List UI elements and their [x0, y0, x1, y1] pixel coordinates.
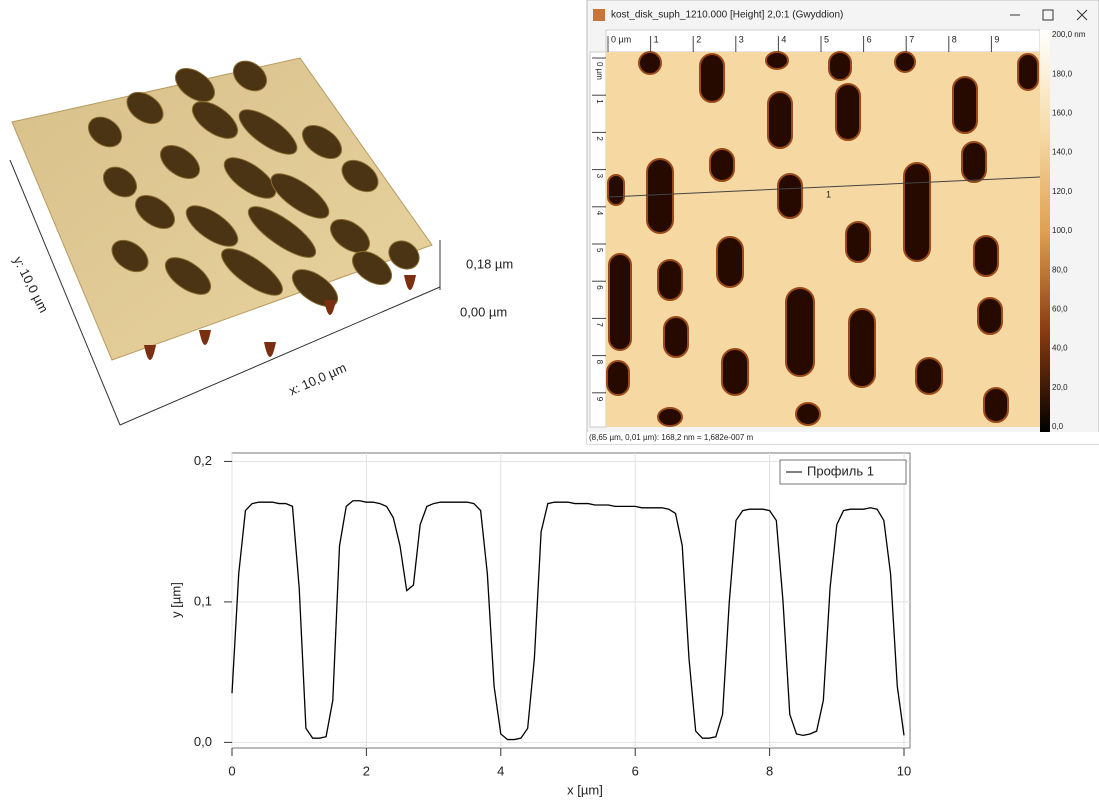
colorbar-label: 80,0 [1052, 265, 1068, 274]
drip [264, 342, 276, 357]
z-max-label: 0,18 µm [466, 256, 513, 271]
colorbar-label: 160,0 [1052, 109, 1073, 118]
ruler-label: 8 [595, 360, 604, 365]
ruler-label: 0 µm [595, 62, 604, 80]
ruler-label: 3 [739, 34, 744, 44]
pill-hole [904, 163, 930, 261]
legend-label: Профиль 1 [807, 463, 874, 478]
x-tick-label: 0 [228, 763, 235, 778]
drip [404, 275, 416, 290]
x-tick-label: 8 [766, 763, 773, 778]
app-icon [593, 9, 605, 21]
pill-hole [849, 309, 875, 387]
y-tick-label: 0,1 [194, 593, 212, 608]
x-tick-label: 2 [363, 763, 370, 778]
x-tick-label: 4 [497, 763, 504, 778]
ruler-label: 6 [595, 285, 604, 290]
colorbar-label: 120,0 [1052, 187, 1073, 196]
colorbar-label: 40,0 [1052, 344, 1068, 353]
y-tick-label: 0,0 [194, 734, 212, 749]
profile-marker: 1 [826, 189, 831, 199]
ruler-label: 5 [824, 34, 829, 44]
ruler-label: 1 [595, 99, 604, 104]
pill-hole [974, 236, 998, 276]
pill-hole [608, 175, 624, 205]
ruler-label: 7 [595, 322, 604, 327]
colorbar-label: 140,0 [1052, 148, 1073, 157]
view-3d: y: 10,0 µm x: 10,0 µm 0,18 µm 0,00 µm [10, 55, 513, 425]
pill-hole [722, 349, 748, 395]
ruler-label: 6 [867, 34, 872, 44]
pill-hole [658, 408, 682, 426]
pill-hole [836, 84, 860, 140]
pill-hole [916, 358, 942, 394]
colorbar-label: 60,0 [1052, 305, 1068, 314]
status-text: (8,65 µm, 0,01 µm): 168,2 nm = 1,682e-00… [589, 433, 754, 442]
pill-hole [639, 52, 661, 74]
pill-hole [829, 52, 851, 80]
pill-hole [710, 149, 734, 181]
pill-hole [717, 237, 743, 287]
pill-hole [778, 174, 802, 218]
pill-hole [953, 77, 977, 133]
drip [144, 345, 156, 360]
ruler-label: 4 [595, 211, 604, 216]
pill-hole [664, 317, 688, 357]
ruler-label: 9 [595, 397, 604, 402]
ruler-label: 2 [595, 136, 604, 141]
pill-hole [607, 361, 629, 395]
pill-hole [609, 254, 631, 350]
page: y: 10,0 µm x: 10,0 µm 0,18 µm 0,00 µm ko… [0, 0, 1099, 803]
x-axis-label: x: 10,0 µm [287, 360, 349, 399]
pill-hole [846, 222, 870, 262]
z-min-label: 0,00 µm [460, 304, 507, 319]
ruler-label: 1 [654, 34, 659, 44]
plot-frame [232, 453, 910, 748]
profile-chart: x [µm] y [µm] 0 2 4 6 8 10 0,0 0,1 0,2 Профиль 1 [168, 453, 911, 798]
drip [199, 330, 211, 345]
colorbar-label: 180,0 [1052, 69, 1073, 78]
ruler-label: 3 [595, 174, 604, 179]
colorbar-label: 0,0 [1052, 422, 1064, 431]
ruler-label: 4 [781, 34, 786, 44]
pill-hole [895, 52, 915, 72]
ruler-label: 8 [952, 34, 957, 44]
pill-hole [700, 54, 724, 102]
pill-hole [796, 403, 820, 425]
x-axis-label: x [µm] [567, 782, 603, 797]
surface [12, 58, 432, 360]
colorbar [1040, 30, 1050, 432]
drip [324, 300, 336, 315]
ruler-label: 7 [909, 34, 914, 44]
pill-hole [984, 388, 1008, 422]
pill-hole [766, 52, 788, 69]
gwyddion-window: kost_disk_suph_1210.000 [Height] 2,0:1 (… [587, 0, 1099, 444]
pill-hole [962, 142, 986, 182]
pill-hole [768, 92, 792, 148]
ruler-label: 5 [595, 248, 604, 253]
x-tick-label: 10 [897, 763, 911, 778]
pill-hole [1018, 54, 1038, 90]
y-axis-label: y [µm] [168, 582, 183, 618]
colorbar-label: 200,0 nm [1052, 30, 1086, 39]
y-axis-label: y: 10,0 µm [10, 254, 51, 315]
pill-hole [978, 298, 1002, 334]
ruler-label: 9 [994, 34, 999, 44]
window-title: kost_disk_suph_1210.000 [Height] 2,0:1 (… [611, 10, 843, 21]
y-tick-label: 0,2 [194, 453, 212, 468]
ruler-label: 0 µm [611, 34, 631, 44]
colorbar-label: 20,0 [1052, 383, 1068, 392]
left-ruler [590, 52, 606, 427]
colorbar-label: 100,0 [1052, 226, 1073, 235]
pill-hole [647, 159, 673, 233]
x-tick-label: 6 [632, 763, 639, 778]
pill-hole [658, 260, 682, 300]
ruler-label: 2 [696, 34, 701, 44]
pill-hole [786, 288, 814, 376]
top-ruler [606, 30, 1040, 52]
